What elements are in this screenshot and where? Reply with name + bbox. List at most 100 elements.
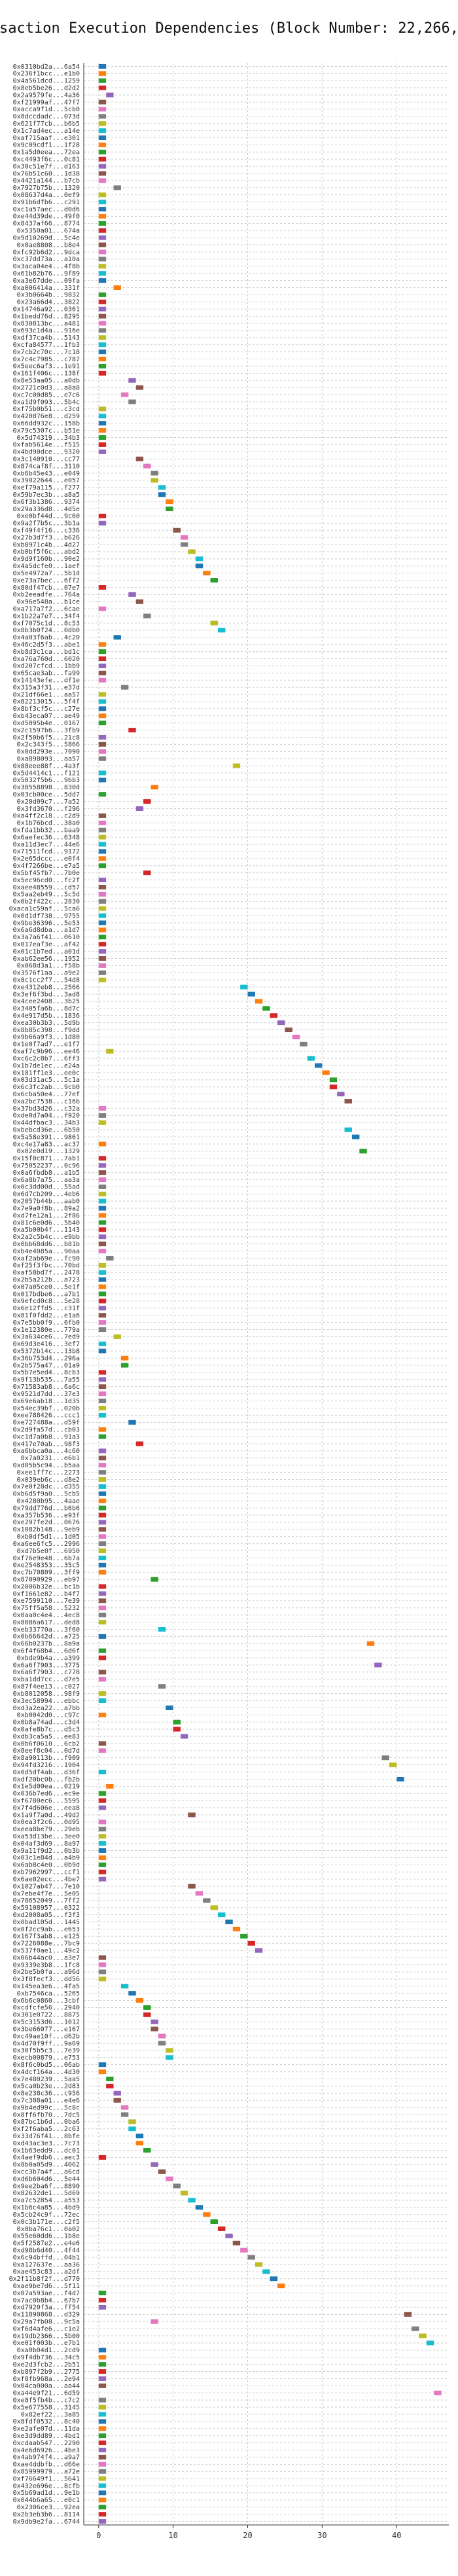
y-tick-label: 0x81c6e0d6...5b40 (13, 1219, 80, 1226)
y-tick-label: 0x1a9f7a0d...49d2 (13, 1812, 80, 1819)
y-tick-label: 0x6c94bffd...04b1 (13, 2254, 80, 2261)
tx-bar (166, 2176, 173, 2181)
tx-bar (98, 1505, 107, 1511)
y-tick-label: 0x2c343f5...5866 (17, 742, 80, 749)
tx-bar (381, 1755, 389, 1761)
y-tick-label: 0x11890868...d329 (13, 2312, 80, 2319)
tx-bar (98, 449, 107, 454)
y-tick-label: 0xa006414a...331f (13, 285, 80, 292)
tx-bar (217, 1912, 226, 1918)
tx-bar (247, 2255, 255, 2260)
y-tick-label: 0xab62ee56...1952 (13, 956, 80, 963)
y-tick-label: 0xb8971c4b...4d27 (13, 541, 80, 548)
y-tick-label: 0xd6b604d6...5e44 (13, 2175, 80, 2183)
tx-bar (98, 663, 107, 668)
tx-bar (158, 1684, 166, 1689)
tx-bar (98, 428, 107, 433)
tx-bar (389, 1762, 397, 1768)
tx-bar (307, 1056, 315, 1061)
tx-bar (188, 549, 196, 554)
tx-bar (98, 2355, 107, 2360)
y-tick-label: 0x75ff5a58...5232 (13, 1605, 80, 1612)
tx-bar (240, 984, 248, 990)
tx-bar (98, 2490, 107, 2496)
tx-bar (232, 2240, 241, 2245)
y-tick-label: 0x6a6f7903...c778 (13, 1669, 80, 1676)
y-tick-label: 0x6f4f68b4...6d6f (13, 1648, 80, 1655)
tx-bar (98, 1670, 107, 1675)
y-tick-label: 0x417e70ab...98f3 (13, 1440, 80, 1448)
tx-bar (98, 2448, 107, 2453)
tx-bar (98, 335, 107, 340)
tx-bar (285, 1028, 292, 1033)
y-tick-label: 0x0c3b171e...c2f5 (13, 2219, 80, 2226)
tx-bar (98, 1249, 107, 1254)
y-tick-label: 0x5d4414c1...f121 (13, 770, 80, 777)
y-tick-label: 0x432e696e...8cfb (13, 2482, 80, 2490)
y-tick-label: 0x1b6c4a85...4bd9 (13, 2204, 80, 2211)
tx-bar (98, 1748, 107, 1753)
tx-bar (98, 1327, 107, 1333)
tx-bar (210, 578, 218, 583)
y-tick-label: 0x2b5a212b...a723 (13, 1276, 80, 1283)
tx-bar (98, 699, 107, 704)
tx-bar (374, 1662, 382, 1668)
tx-bar (98, 2476, 107, 2481)
y-tick-label: 0x3b0664b...9832 (17, 292, 80, 299)
tx-bar (98, 363, 107, 368)
y-tick-label: 0x04af3d69...8a97 (13, 1840, 80, 1848)
y-tick-label: 0x9521d7dd...37e3 (13, 1391, 80, 1398)
tx-bar (166, 2055, 173, 2060)
x-tick-label: 30 (317, 2531, 326, 2540)
tx-bar (98, 2426, 107, 2431)
tx-bar (173, 1719, 181, 1725)
tx-bar (322, 1070, 330, 1075)
tx-bar (337, 1092, 345, 1097)
y-tick-label: 0x5e4972a7...5b1d (13, 570, 80, 577)
tx-bar (98, 435, 107, 440)
tx-bar (98, 1834, 107, 1839)
tx-bar (98, 1620, 107, 1625)
tx-bar (426, 2340, 434, 2346)
y-tick-label: 0x3fd3670...f296 (17, 806, 80, 813)
tx-bar (98, 271, 107, 276)
y-tick-label: 0xeb33770a...3f60 (13, 1626, 80, 1634)
tx-bar (98, 156, 107, 162)
y-tick-label: 0xc49ae10f...d62b (13, 2033, 80, 2040)
tx-bar (98, 1463, 107, 1468)
tx-bar (232, 763, 241, 768)
y-tick-label: 0xb8d3c1ca...bd1c (13, 649, 80, 656)
tx-bar (98, 1163, 107, 1168)
tx-bar (98, 1562, 107, 1567)
y-tick-label: 0x4bd90dce...9320 (13, 449, 80, 456)
tx-bar (98, 1412, 107, 1418)
y-tick-label: 0xe73a7bec...6ff2 (13, 577, 80, 584)
tx-bar (98, 370, 107, 376)
tx-bar (98, 2291, 107, 2296)
tx-bar (150, 2162, 158, 2167)
y-tick-label: 0x2721c0d3...a8a8 (13, 384, 80, 391)
y-tick-label: 0xbebcd36e...6b50 (13, 1127, 80, 1134)
tx-bar (203, 2212, 211, 2217)
tx-bar (106, 1783, 114, 1789)
tx-bar (150, 2026, 158, 2031)
y-tick-label: 0xe44d39de...49f0 (13, 213, 80, 221)
tx-bar (98, 114, 107, 119)
y-tick-label: 0xcdaab547...2290 (13, 2440, 80, 2447)
tx-bar (188, 1812, 196, 1817)
y-tick-label: 0x03cb00ce...5dd7 (13, 791, 80, 798)
y-tick-label: 0x2006b32e...bc1b (13, 1583, 80, 1590)
y-tick-label: 0x7e0f28dc...d355 (13, 1484, 80, 1491)
y-tick-label: 0x4a03f6ab...4c20 (13, 634, 80, 641)
y-tick-label: 0x1027ab47...7e10 (13, 1883, 80, 1890)
tx-bar (344, 1127, 352, 1132)
y-tick-label: 0xacca9f1d...5cb0 (13, 106, 80, 113)
y-tick-label: 0x0f2cc9ab...e653 (13, 1926, 80, 1933)
tx-bar (98, 2454, 107, 2460)
tx-bar (262, 1006, 270, 1011)
y-tick-label: 0x2a2c5b4c...e9bb (13, 1234, 80, 1241)
tx-bar (98, 1876, 107, 1882)
tx-bar (98, 1234, 107, 1240)
y-tick-label: 0xa0b04d1...2cd9 (17, 2347, 80, 2354)
y-tick-label: 0x19db2366...5b00 (13, 2333, 80, 2340)
